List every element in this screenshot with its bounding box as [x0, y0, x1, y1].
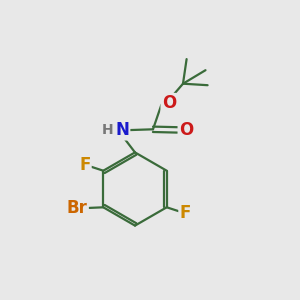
- Text: H: H: [101, 123, 113, 137]
- Text: N: N: [115, 121, 129, 139]
- Text: O: O: [179, 121, 193, 139]
- Text: O: O: [162, 94, 176, 112]
- Text: F: F: [79, 156, 90, 174]
- Text: F: F: [180, 204, 191, 222]
- Text: Br: Br: [67, 199, 87, 217]
